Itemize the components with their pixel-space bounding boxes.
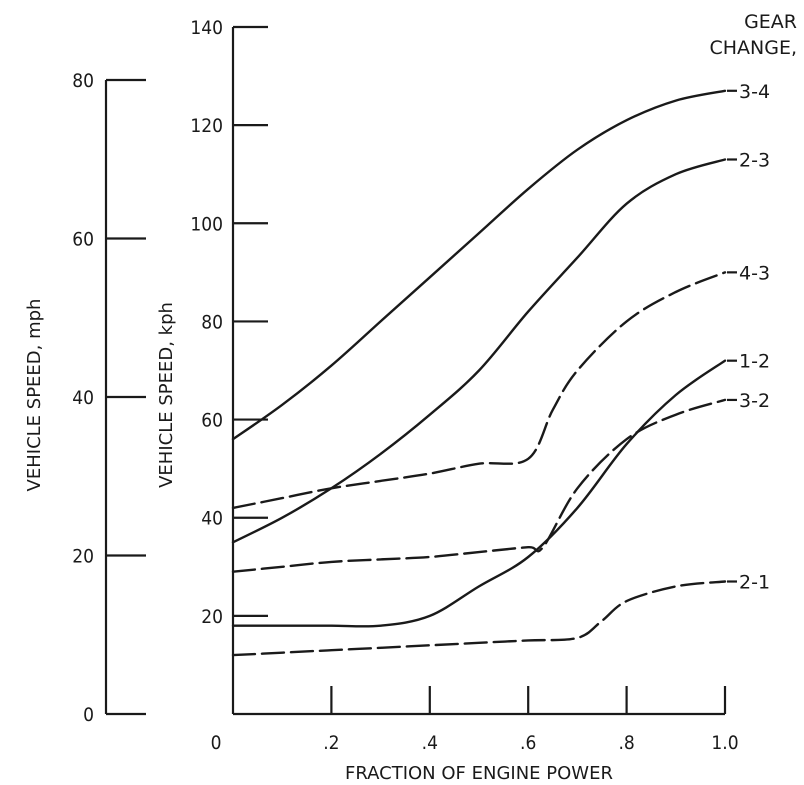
series-group: 3-4 2-3 4-3 1-2 3-2 2-1 <box>231 81 770 657</box>
series-line-3-4 <box>231 89 727 441</box>
series-line-2-3 <box>231 158 727 544</box>
kph-tick-label: 120 <box>190 115 223 137</box>
series-label-3-2: 3-2 <box>739 390 770 412</box>
series-line-3-2 <box>231 398 727 573</box>
x-tick-label: .8 <box>618 732 634 754</box>
mph-tick-label: 0 <box>83 704 94 726</box>
series-label-1-2: 1-2 <box>739 351 770 373</box>
kph-axis-title: VEHICLE SPEED, kph <box>156 302 177 488</box>
x-tick-label: 0 <box>211 732 222 754</box>
x-tick-label: 1.0 <box>711 732 738 754</box>
mph-axis-title: VEHICLE SPEED, mph <box>24 299 45 492</box>
x-axis-title: FRACTION OF ENGINE POWER <box>345 763 613 784</box>
legend-title-line: CHANGE, <box>709 37 797 59</box>
x-tick-label: .4 <box>422 732 438 754</box>
series-label-4-3: 4-3 <box>739 262 770 284</box>
kph-tick-label: 100 <box>190 213 223 235</box>
x-tick-label: .2 <box>323 732 339 754</box>
kph-tick-label: 20 <box>201 606 223 628</box>
series-label-3-4: 3-4 <box>739 81 770 103</box>
kph-tick-label: 60 <box>201 410 223 432</box>
kph-tick-label: 40 <box>201 508 223 530</box>
kph-axis: 20 40 60 80 100 120 140 0 <box>190 17 268 754</box>
kph-tick-label: 140 <box>190 17 223 39</box>
series-line-2-1 <box>231 580 727 657</box>
mph-tick-label: 80 <box>72 70 94 92</box>
x-tick-label: .6 <box>520 732 536 754</box>
mph-axis: 0 20 40 60 80 <box>72 70 146 726</box>
mph-tick-label: 20 <box>72 546 94 568</box>
x-ticks: .2 .4 .6 .8 1.0 <box>323 686 739 754</box>
series-line-1-2 <box>231 359 727 628</box>
series-label-2-1: 2-1 <box>739 572 770 594</box>
mph-ticks: 0 20 40 60 80 <box>72 70 146 726</box>
kph-ticks: 20 40 60 80 100 120 140 0 <box>190 17 268 754</box>
kph-tick-label: 80 <box>201 311 223 333</box>
mph-tick-label: 40 <box>72 387 94 409</box>
series-label-2-3: 2-3 <box>739 149 770 171</box>
x-axis: .2 .4 .6 .8 1.0 <box>233 686 739 754</box>
legend-title-line: GEAR <box>744 11 797 33</box>
mph-tick-label: 60 <box>72 229 94 251</box>
legend-title: GEAR CHANGE, <box>709 11 797 59</box>
series-line-4-3 <box>231 271 727 510</box>
